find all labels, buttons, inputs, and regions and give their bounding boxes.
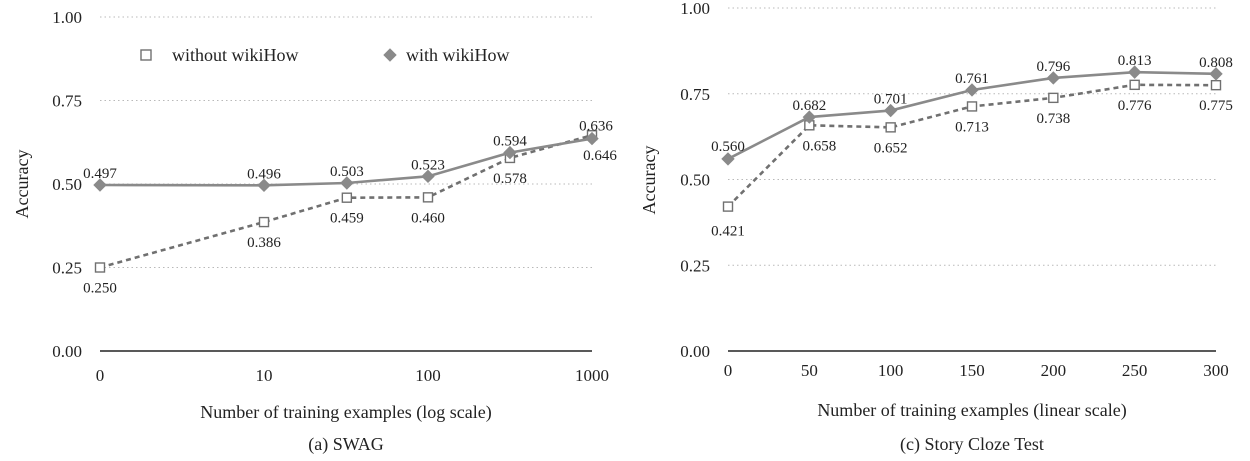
data-label: 0.523 xyxy=(411,157,445,173)
x-tick-label: 0 xyxy=(96,366,105,385)
x-tick-label: 0 xyxy=(724,361,733,380)
marker-square xyxy=(1048,92,1059,104)
marker-square xyxy=(422,192,434,203)
x-tick-label: 1000 xyxy=(575,366,609,385)
data-label: 0.682 xyxy=(792,98,826,114)
y-tick-label: 0.00 xyxy=(52,342,82,361)
series-with-wikihow: 0.497 0.496 0.503 0.523 0.594 0.636 xyxy=(83,119,613,193)
marker-diamond xyxy=(1209,67,1223,81)
marker-square xyxy=(885,122,896,133)
y-tick-label: 0.50 xyxy=(52,175,82,194)
marker-square xyxy=(1210,79,1222,91)
series-without-wikihow: 0.421 0.658 0.652 0.713 0.738 0.776 0.775 xyxy=(711,79,1233,240)
series-with-wikihow: 0.560 0.682 0.701 0.761 0.796 0.813 0.808 xyxy=(711,53,1233,166)
legend-marker-diamond xyxy=(383,48,397,62)
marker-diamond xyxy=(93,178,107,192)
data-label: 0.646 xyxy=(583,148,617,164)
y-tick-label: 0.25 xyxy=(52,259,82,278)
data-label: 0.776 xyxy=(1118,98,1152,114)
y-tick-label: 0.75 xyxy=(52,92,82,111)
chart-caption: (c) Story Cloze Test xyxy=(900,434,1044,455)
marker-square xyxy=(722,201,734,212)
y-tick-label: 1.00 xyxy=(52,8,82,27)
data-label: 0.761 xyxy=(955,71,989,87)
data-label: 0.560 xyxy=(711,139,745,155)
data-label: 0.421 xyxy=(711,224,745,240)
chart-caption: (a) SWAG xyxy=(308,434,383,455)
data-label: 0.578 xyxy=(493,171,527,187)
marker-diamond xyxy=(965,83,979,97)
data-label: 0.250 xyxy=(83,281,117,297)
legend-marker-square xyxy=(140,49,152,61)
marker-square xyxy=(258,216,270,228)
chart-panel-1: 0.00 0.25 0.50 0.75 1.00 0 10 100 1000 Number of … xyxy=(12,8,617,455)
y-axis-title: Accuracy xyxy=(12,150,32,219)
marker-diamond xyxy=(421,169,435,184)
marker-diamond xyxy=(883,103,898,118)
y-tick-label: 0.75 xyxy=(680,85,710,104)
marker-diamond xyxy=(721,152,735,166)
marker-square xyxy=(341,192,353,203)
data-label: 0.796 xyxy=(1036,59,1070,75)
data-label: 0.713 xyxy=(955,119,989,135)
legend-label: with wikiHow xyxy=(406,45,510,65)
data-label: 0.808 xyxy=(1199,55,1233,71)
data-label: 0.594 xyxy=(493,134,527,150)
data-label: 0.738 xyxy=(1036,111,1070,127)
x-tick-label: 100 xyxy=(415,366,441,385)
data-label: 0.775 xyxy=(1199,98,1233,114)
x-tick-label: 200 xyxy=(1041,361,1067,380)
x-tick-label: 100 xyxy=(878,361,904,380)
data-label: 0.636 xyxy=(579,119,613,135)
marker-square xyxy=(966,101,978,112)
marker-square xyxy=(94,262,106,273)
y-tick-label: 0.25 xyxy=(680,256,710,275)
y-axis-title: Accuracy xyxy=(639,146,659,215)
x-tick-label: 150 xyxy=(959,361,985,380)
marker-square xyxy=(1129,79,1140,91)
marker-diamond xyxy=(802,110,817,124)
data-label: 0.459 xyxy=(330,211,364,227)
data-label: 0.496 xyxy=(247,166,281,182)
x-tick-label: 10 xyxy=(256,366,273,385)
marker-diamond xyxy=(503,145,517,160)
x-axis-title: Number of training examples (linear scal… xyxy=(817,400,1126,421)
y-tick-label: 0.50 xyxy=(680,171,710,190)
x-tick-label: 50 xyxy=(801,361,818,380)
series-line xyxy=(99,133,593,269)
marker-diamond xyxy=(340,176,354,190)
data-label: 0.460 xyxy=(411,210,445,226)
data-label: 0.503 xyxy=(330,164,364,180)
y-tick-label: 1.00 xyxy=(680,0,710,18)
x-tick-label: 250 xyxy=(1122,361,1148,380)
y-tick-label: 0.00 xyxy=(680,342,710,361)
data-label: 0.813 xyxy=(1118,53,1152,69)
data-label: 0.386 xyxy=(247,235,281,251)
marker-diamond xyxy=(257,178,271,193)
legend-label: without wikiHow xyxy=(172,45,299,65)
series-line xyxy=(99,137,593,187)
data-label: 0.652 xyxy=(874,140,908,156)
data-label: 0.497 xyxy=(83,166,117,182)
x-axis-title: Number of training examples (log scale) xyxy=(200,402,491,423)
legend: without wikiHow with wikiHow xyxy=(140,45,510,65)
series-without-wikihow: 0.250 0.386 0.459 0.460 0.578 0.646 xyxy=(83,130,617,297)
data-label: 0.658 xyxy=(802,138,836,154)
data-label: 0.701 xyxy=(874,92,908,108)
marker-diamond xyxy=(1046,71,1061,85)
marker-diamond xyxy=(585,131,599,146)
x-tick-label: 300 xyxy=(1203,361,1229,380)
marker-diamond xyxy=(1127,65,1142,79)
chart-panel-2: 0.00 0.25 0.50 0.75 1.00 0 50 100 150 200 250 300 Nu… xyxy=(639,0,1233,455)
